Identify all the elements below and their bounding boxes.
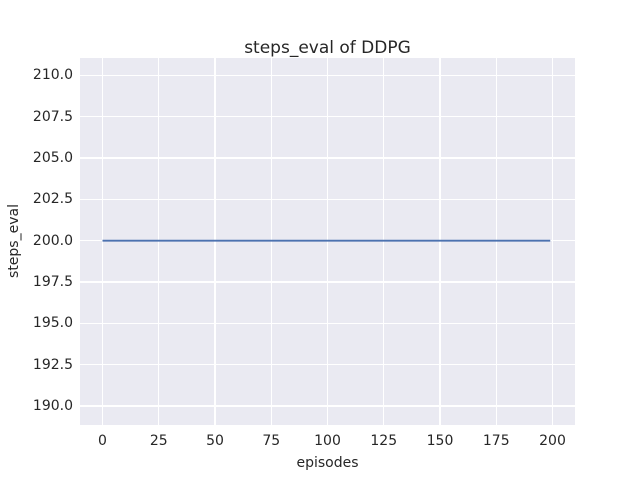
- plot-area: [80, 58, 575, 425]
- gridline-vertical: [551, 58, 554, 425]
- gridline-vertical: [101, 58, 104, 425]
- y-tick-label: 192.5: [32, 356, 73, 373]
- y-tick-label: 190.0: [32, 397, 73, 414]
- x-tick-label: 150: [426, 433, 454, 449]
- x-tick-label: 50: [206, 433, 224, 449]
- x-tick-label: 125: [370, 433, 398, 449]
- y-tick-label: 197.5: [32, 274, 73, 290]
- y-axis-label: steps_eval: [6, 204, 22, 278]
- y-tick-label: 205.0: [32, 150, 73, 167]
- series-layer: [102, 239, 551, 242]
- x-tick-label: 25: [149, 433, 168, 449]
- x-tick-label: 200: [539, 433, 566, 449]
- x-tick-label: 175: [482, 433, 510, 449]
- y-tick-label: 210.0: [32, 67, 73, 84]
- y-tick-label: 202.5: [32, 191, 73, 208]
- x-tick-label: 75: [262, 433, 281, 449]
- y-tick-label: 200.0: [32, 232, 73, 249]
- x-axis-label: episodes: [296, 455, 359, 471]
- chart-title: steps_eval of DDPG: [244, 38, 411, 58]
- x-tick-label: 100: [314, 433, 341, 449]
- y-tick-label: 195.0: [32, 315, 73, 332]
- y-tick-label: 207.5: [32, 108, 73, 125]
- x-tick-label: 0: [98, 433, 107, 449]
